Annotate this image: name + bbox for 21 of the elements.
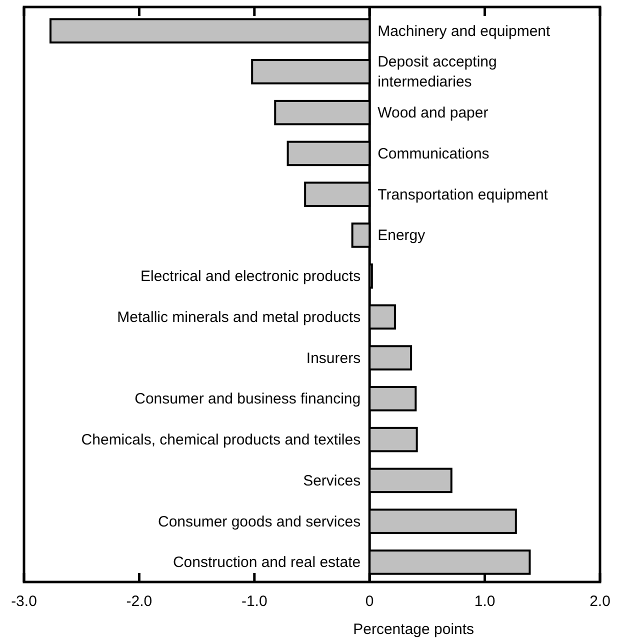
y-tick-label: Services xyxy=(303,472,361,490)
x-tick-label: -2.0 xyxy=(126,593,152,610)
y-tick-label: Metallic minerals and metal products xyxy=(117,308,361,326)
y-tick-label: Consumer goods and services xyxy=(158,513,361,530)
y-tick-label: Electrical and electronic products xyxy=(140,268,361,286)
y-tick-label: Machinery and equipment xyxy=(378,22,552,40)
y-tick-label: Construction and real estate xyxy=(172,554,361,572)
x-tick-label: 2.0 xyxy=(590,593,610,610)
y-tick-label: Insurers xyxy=(306,350,361,367)
y-tick-label: Transportation equipment xyxy=(378,186,549,204)
x-tick-label: 0 xyxy=(365,593,374,610)
y-tick-label: Consumer and business financing xyxy=(134,390,361,408)
y-tick-label: Deposit accepting intermediaries xyxy=(378,54,497,91)
y-tick-label: Wood and paper xyxy=(378,104,488,122)
y-tick-label: Energy xyxy=(378,227,426,244)
x-tick-label: -1.0 xyxy=(241,593,268,610)
y-tick-label: Communications xyxy=(378,145,490,162)
x-tick-label: 1.0 xyxy=(474,593,496,610)
y-tick-label: Chemicals, chemical products and textiles xyxy=(81,432,361,449)
x-axis-title: Percentage points xyxy=(353,621,474,638)
x-tick-label: -3.0 xyxy=(11,593,37,610)
